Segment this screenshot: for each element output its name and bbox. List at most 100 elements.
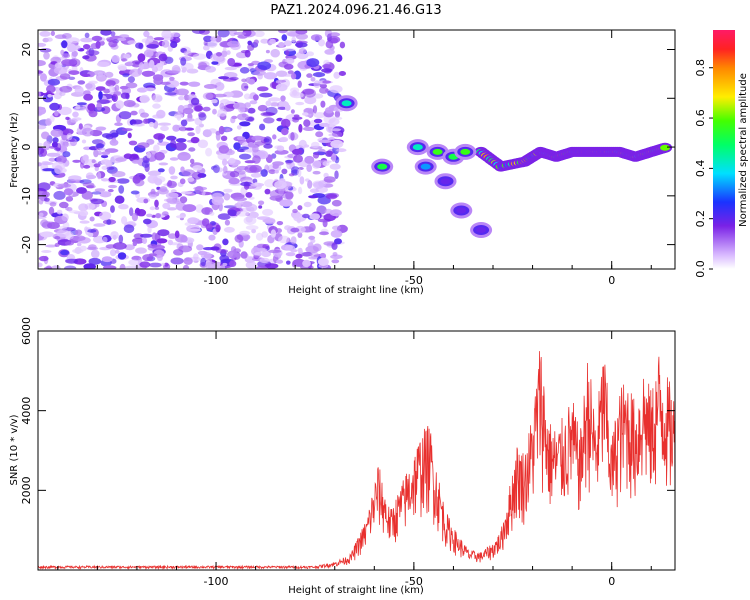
spectrogram-cell: [237, 200, 244, 205]
spectrogram-cell: [57, 183, 72, 188]
spectrogram-cell: [111, 95, 117, 101]
spectrogram-cell: [107, 189, 114, 193]
spectrogram-cell: [302, 112, 309, 116]
spectrogram-cell: [38, 199, 44, 205]
spectrogram-cell: [247, 107, 256, 114]
spectrogram-cell: [38, 42, 47, 47]
spectrogram-cell: [139, 261, 151, 268]
spectrogram-cell: [62, 151, 71, 158]
spectrogram-cell: [254, 251, 264, 256]
spectrogram-cell: [293, 154, 303, 163]
spectrogram-cell: [233, 102, 247, 110]
spectrogram-feature: [476, 227, 487, 233]
spectrogram-cell: [247, 142, 255, 148]
spectrogram-cell: [39, 48, 52, 53]
spectrogram-cell: [217, 213, 231, 220]
spectrogram-cell: [143, 30, 150, 38]
spectrogram-cell: [258, 200, 265, 206]
spectrogram-cell: [48, 157, 57, 162]
spectrogram-cell: [190, 136, 200, 144]
spectrogram-cell: [191, 30, 206, 34]
spectrogram-cell: [208, 234, 216, 241]
spectrogram-cell: [295, 101, 305, 106]
spectrogram-cell: [329, 209, 342, 217]
spectrogram-cell: [149, 194, 157, 199]
spectrogram-cell: [179, 196, 188, 204]
spectrogram-cell: [101, 151, 110, 155]
spectrogram-cell: [198, 113, 207, 121]
spectrogram-cell: [218, 76, 230, 80]
spectrogram-cell: [265, 100, 272, 107]
spectrogram-cell: [123, 53, 131, 59]
spectrogram-cell: [257, 247, 268, 252]
spectrogram-cell: [257, 86, 269, 92]
spectrogram-cell: [243, 93, 251, 100]
spectrogram-cell: [71, 50, 78, 57]
y-tick-label: -10: [20, 187, 33, 205]
spectrogram-cell: [54, 34, 67, 39]
spectrogram-feature: [432, 148, 443, 155]
spectrogram-cell: [292, 208, 298, 214]
spectrogram-cell: [228, 157, 236, 164]
spectrogram-cell: [283, 63, 294, 70]
spectrogram-cell: [335, 54, 343, 62]
spectrogram-cell: [108, 40, 118, 48]
spectrogram-cell: [115, 157, 127, 162]
spectrogram-cell: [91, 191, 102, 195]
spectrogram-cell: [208, 128, 217, 134]
colorbar-ticks: 0.0 0.2 0.4 0.6 0.8: [694, 59, 713, 278]
spectrogram-cell: [79, 220, 90, 224]
spectrogram-cell: [324, 49, 335, 55]
spectrogram-cell: [86, 229, 97, 233]
spectrogram-cell: [253, 70, 266, 76]
spectrogram-cell: [334, 170, 339, 179]
spectrogram-cell: [50, 129, 64, 137]
spectrogram-cell: [225, 128, 231, 132]
spectrogram-cell: [65, 196, 74, 202]
spectrogram-cell: [39, 212, 44, 217]
x-tick-label: -100: [204, 274, 229, 287]
spectrogram-cell: [274, 149, 289, 155]
spectrogram-cell: [276, 259, 284, 264]
spectrogram-cell: [312, 152, 320, 159]
spectrogram-cell: [265, 49, 270, 54]
spectrogram-cell: [148, 253, 157, 257]
spectrogram-cell: [210, 36, 217, 42]
spectrogram-cell: [227, 209, 237, 217]
spectrogram-cell: [283, 40, 292, 47]
spectrogram-cell: [330, 37, 339, 44]
spectrogram-cell: [78, 123, 83, 130]
spectrogram-cell: [143, 198, 149, 204]
spectrogram-cell: [41, 250, 52, 253]
spectrogram-cell: [177, 151, 191, 161]
spectrogram-cell: [310, 34, 323, 41]
spectrogram-cell: [70, 118, 78, 123]
spectrogram-cell: [275, 83, 288, 92]
spectrogram-cell: [205, 223, 213, 231]
spectrogram-cell: [295, 42, 308, 48]
spectrogram-cell: [147, 225, 152, 234]
spectrogram-cell: [61, 53, 71, 59]
spectrogram-cell: [216, 52, 222, 57]
spectrogram-cell: [313, 118, 323, 124]
spectrogram-cell: [45, 37, 53, 42]
spectrogram-cell: [95, 143, 105, 149]
spectrogram-cell: [257, 104, 268, 112]
spectrogram-cell: [137, 142, 150, 149]
spectrogram-cell: [290, 227, 300, 233]
spectrogram-cell: [119, 85, 129, 90]
spectrogram-cell: [295, 253, 303, 259]
spectrogram-cell: [287, 70, 294, 75]
spectrogram-cell: [272, 134, 277, 140]
spectrogram-cell: [282, 48, 296, 52]
spectrogram-x-ticks: -100 -50 0: [57, 30, 652, 287]
spectrogram-cell: [46, 85, 56, 94]
spectrogram-cell: [118, 234, 124, 244]
spectrogram-cell: [88, 80, 98, 85]
spectrogram-cell: [50, 30, 56, 36]
spectrogram-cell: [149, 262, 162, 268]
spectrogram-cell: [187, 132, 195, 137]
spectrogram-cell: [322, 64, 332, 69]
spectrogram-cell: [264, 179, 276, 188]
spectrogram-cell: [104, 71, 114, 78]
